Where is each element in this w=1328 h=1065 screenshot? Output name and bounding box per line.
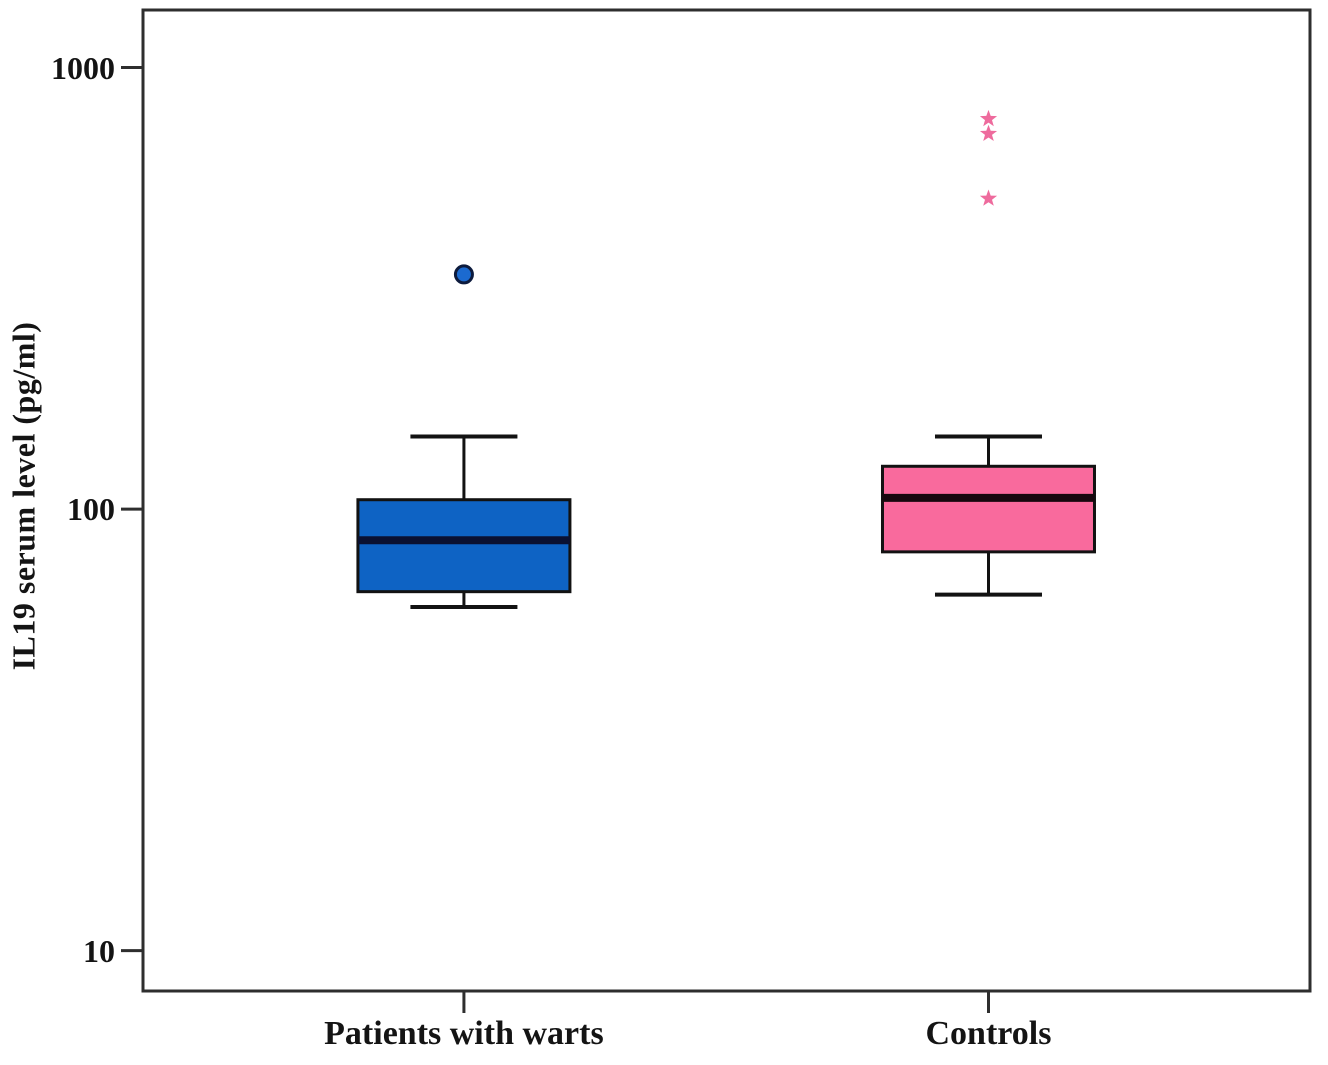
box-patients-with-warts [356, 498, 572, 594]
y-tick-label: 100 [67, 491, 115, 528]
boxplot-group-controls [880, 109, 1096, 597]
box-controls [880, 464, 1096, 554]
outlier-star [979, 124, 998, 141]
outlier-circle [453, 264, 474, 285]
plot-frame [141, 8, 1312, 993]
y-tick-label: 10 [83, 932, 115, 969]
boxplot-group-patients-with-warts [356, 264, 572, 610]
x-tick-label-controls: Controls [925, 1015, 1052, 1052]
x-tick-label-patients-with-warts: Patients with warts [324, 1015, 604, 1052]
outlier-star [979, 189, 998, 206]
y-tick-label: 1000 [51, 49, 115, 86]
outlier-star [979, 109, 998, 127]
